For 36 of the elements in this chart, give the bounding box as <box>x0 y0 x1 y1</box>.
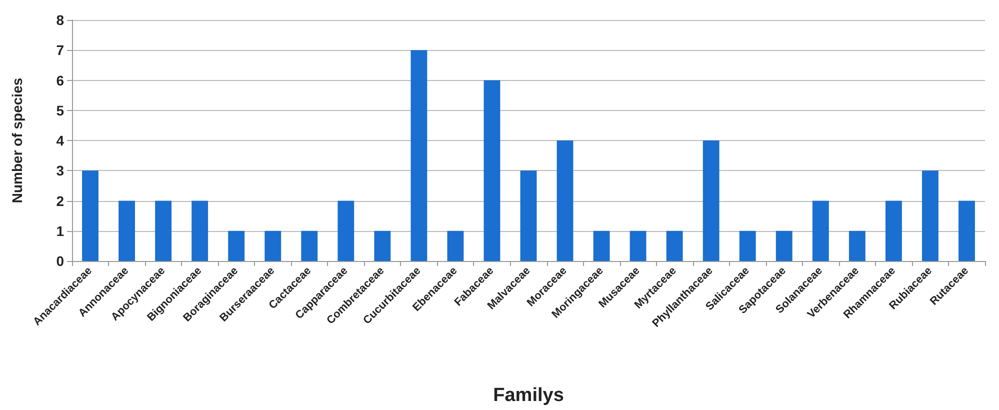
y-tick-label: 5 <box>56 102 64 118</box>
y-tick-label: 2 <box>56 192 64 209</box>
bar <box>848 230 866 261</box>
bar <box>630 230 646 261</box>
y-tick-label: 8 <box>56 12 64 28</box>
bar <box>484 80 500 261</box>
bar <box>301 230 318 261</box>
bar <box>338 200 354 261</box>
y-tick-label: 4 <box>56 132 64 148</box>
bar <box>922 170 938 261</box>
bar <box>155 200 172 261</box>
bar <box>776 230 792 261</box>
bar <box>374 230 391 261</box>
y-tick-label: 6 <box>56 72 64 88</box>
y-tick-label: 0 <box>56 253 64 269</box>
bar <box>264 230 282 261</box>
bar <box>885 200 902 261</box>
bar <box>82 170 98 261</box>
y-tick-label: 3 <box>56 162 64 179</box>
bar <box>739 230 756 261</box>
bar <box>447 230 464 261</box>
y-tick-label: 1 <box>56 222 64 239</box>
bar <box>118 200 135 261</box>
bar <box>228 230 245 261</box>
bar <box>520 170 537 261</box>
y-tick-label: 7 <box>56 42 64 58</box>
x-axis-title: Familys <box>493 385 564 406</box>
bar <box>958 200 975 261</box>
y-axis-title: Number of species <box>9 78 25 204</box>
bar <box>593 230 610 261</box>
bar <box>410 50 428 261</box>
bar <box>666 230 683 261</box>
bar <box>812 200 829 261</box>
bar <box>702 140 720 261</box>
bar <box>556 140 574 261</box>
bar <box>192 200 208 261</box>
